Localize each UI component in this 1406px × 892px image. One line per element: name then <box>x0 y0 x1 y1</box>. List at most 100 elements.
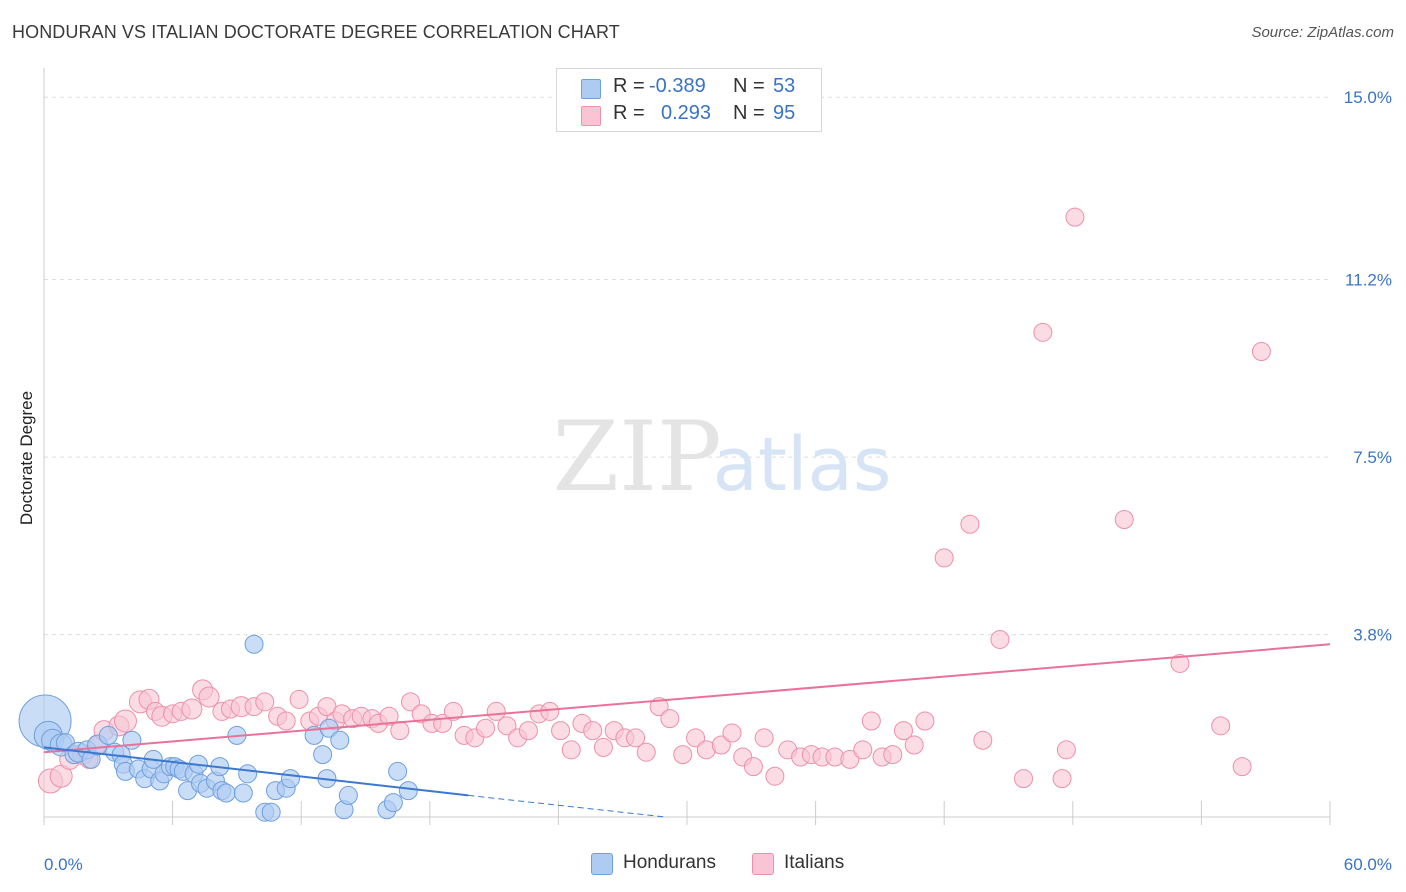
honduran-point <box>398 781 418 801</box>
italian-point <box>626 728 646 748</box>
italian-point <box>722 723 742 743</box>
honduran-point <box>98 725 118 745</box>
italian-point <box>960 514 980 534</box>
italian-point <box>840 749 860 769</box>
y-tick-label: 3.8% <box>1353 626 1392 645</box>
legend-swatch-hondurans <box>581 79 601 99</box>
legend-swatch-hondurans <box>591 853 613 875</box>
watermark-atlas: atlas <box>713 422 892 508</box>
honduran-point <box>122 730 142 750</box>
italian-point <box>181 698 203 720</box>
honduran-point <box>330 730 350 750</box>
italian-point <box>289 689 309 709</box>
stats-legend: R = -0.389 N = 53 R = 0.293 N = 95 <box>556 68 822 132</box>
honduran-point <box>244 634 264 654</box>
honduran-point <box>280 769 300 789</box>
italian-point <box>973 730 993 750</box>
italian-point <box>551 721 571 741</box>
trend-lines <box>43 643 1331 818</box>
italian-point <box>1052 769 1072 789</box>
honduran-points <box>18 634 418 822</box>
legend-n-value: 53 <box>773 75 796 97</box>
italian-point <box>379 706 399 726</box>
italian-point <box>1065 207 1085 227</box>
italian-point <box>276 711 296 731</box>
legend-swatch-italians <box>752 853 774 875</box>
italian-point <box>853 740 873 760</box>
italian-point <box>765 766 785 786</box>
italian-point <box>390 721 410 741</box>
italian-point <box>754 728 774 748</box>
honduran-point <box>313 745 333 765</box>
x-tick-label: 0.0% <box>44 855 83 874</box>
italian-point <box>255 692 275 712</box>
chart-title: HONDURAN VS ITALIAN DOCTORATE DEGREE COR… <box>12 22 620 42</box>
legend-item-hondurans[interactable]: Hondurans <box>591 850 731 878</box>
legend-n-label: N = <box>733 75 765 97</box>
honduran-point <box>383 793 403 813</box>
legend-n-label: N = <box>733 102 765 124</box>
honduran-point <box>216 783 236 803</box>
italian-point <box>1014 769 1034 789</box>
legend-n-value: 95 <box>773 102 796 124</box>
italian-point <box>861 711 881 731</box>
italian-point <box>1170 653 1190 673</box>
italian-point <box>583 721 603 741</box>
italian-point <box>497 716 517 736</box>
watermark-zip: ZIP <box>552 401 721 513</box>
italian-point <box>636 742 656 762</box>
italian-point <box>883 745 903 765</box>
italian-point <box>660 709 680 729</box>
italian-point <box>934 548 954 568</box>
italian-trend-line <box>43 643 1331 754</box>
italian-point <box>1251 342 1271 362</box>
italian-point <box>401 692 421 712</box>
italian-point <box>904 735 924 755</box>
italian-point <box>649 697 669 717</box>
italian-point <box>518 721 538 741</box>
italian-point <box>1056 740 1076 760</box>
x-tick-label: 60.0% <box>1344 855 1392 874</box>
italian-point <box>686 728 706 748</box>
italian-point <box>1033 322 1053 342</box>
y-tick-label: 11.2% <box>1345 271 1392 290</box>
legend-r-label: R = <box>613 75 645 97</box>
italian-point <box>673 745 693 765</box>
italian-point <box>1114 509 1134 529</box>
italian-point <box>561 740 581 760</box>
italian-point <box>476 718 496 738</box>
italian-point <box>743 757 763 777</box>
italian-point <box>113 709 137 733</box>
honduran-point <box>338 785 358 805</box>
italian-points <box>37 207 1271 794</box>
italian-point <box>1232 757 1252 777</box>
honduran-trend-line <box>43 746 469 797</box>
italian-point <box>990 629 1010 649</box>
legend-label-hondurans: Hondurans <box>623 852 716 873</box>
italian-point <box>443 701 463 721</box>
gridlines <box>44 96 1330 636</box>
honduran-trend-extension <box>468 794 666 818</box>
legend-r-label: R = <box>613 102 645 124</box>
honduran-point <box>388 761 408 781</box>
y-tick-label: 15.0% <box>1344 88 1392 107</box>
honduran-point <box>233 783 253 803</box>
italian-point <box>593 737 613 757</box>
italian-point <box>711 735 731 755</box>
legend-label-italians: Italians <box>784 852 845 873</box>
legend-swatch-italians <box>581 106 601 126</box>
legend-item-italians[interactable]: Italians <box>752 850 872 878</box>
y-tick-label: 7.5% <box>1353 448 1392 467</box>
italian-point <box>198 686 220 708</box>
tick-labels: 3.8% 7.5% 11.2% 15.0% 0.0% 60.0% <box>44 88 1392 874</box>
source-note: Source: ZipAtlas.com <box>1251 24 1394 41</box>
italian-point <box>893 721 913 741</box>
italian-point <box>1211 716 1231 736</box>
legend-r-value: 0.293 <box>661 102 712 124</box>
legend-r-value: -0.389 <box>649 75 706 97</box>
italian-point <box>915 711 935 731</box>
honduran-point <box>238 764 258 784</box>
italian-point <box>540 701 560 721</box>
honduran-point <box>261 802 281 822</box>
